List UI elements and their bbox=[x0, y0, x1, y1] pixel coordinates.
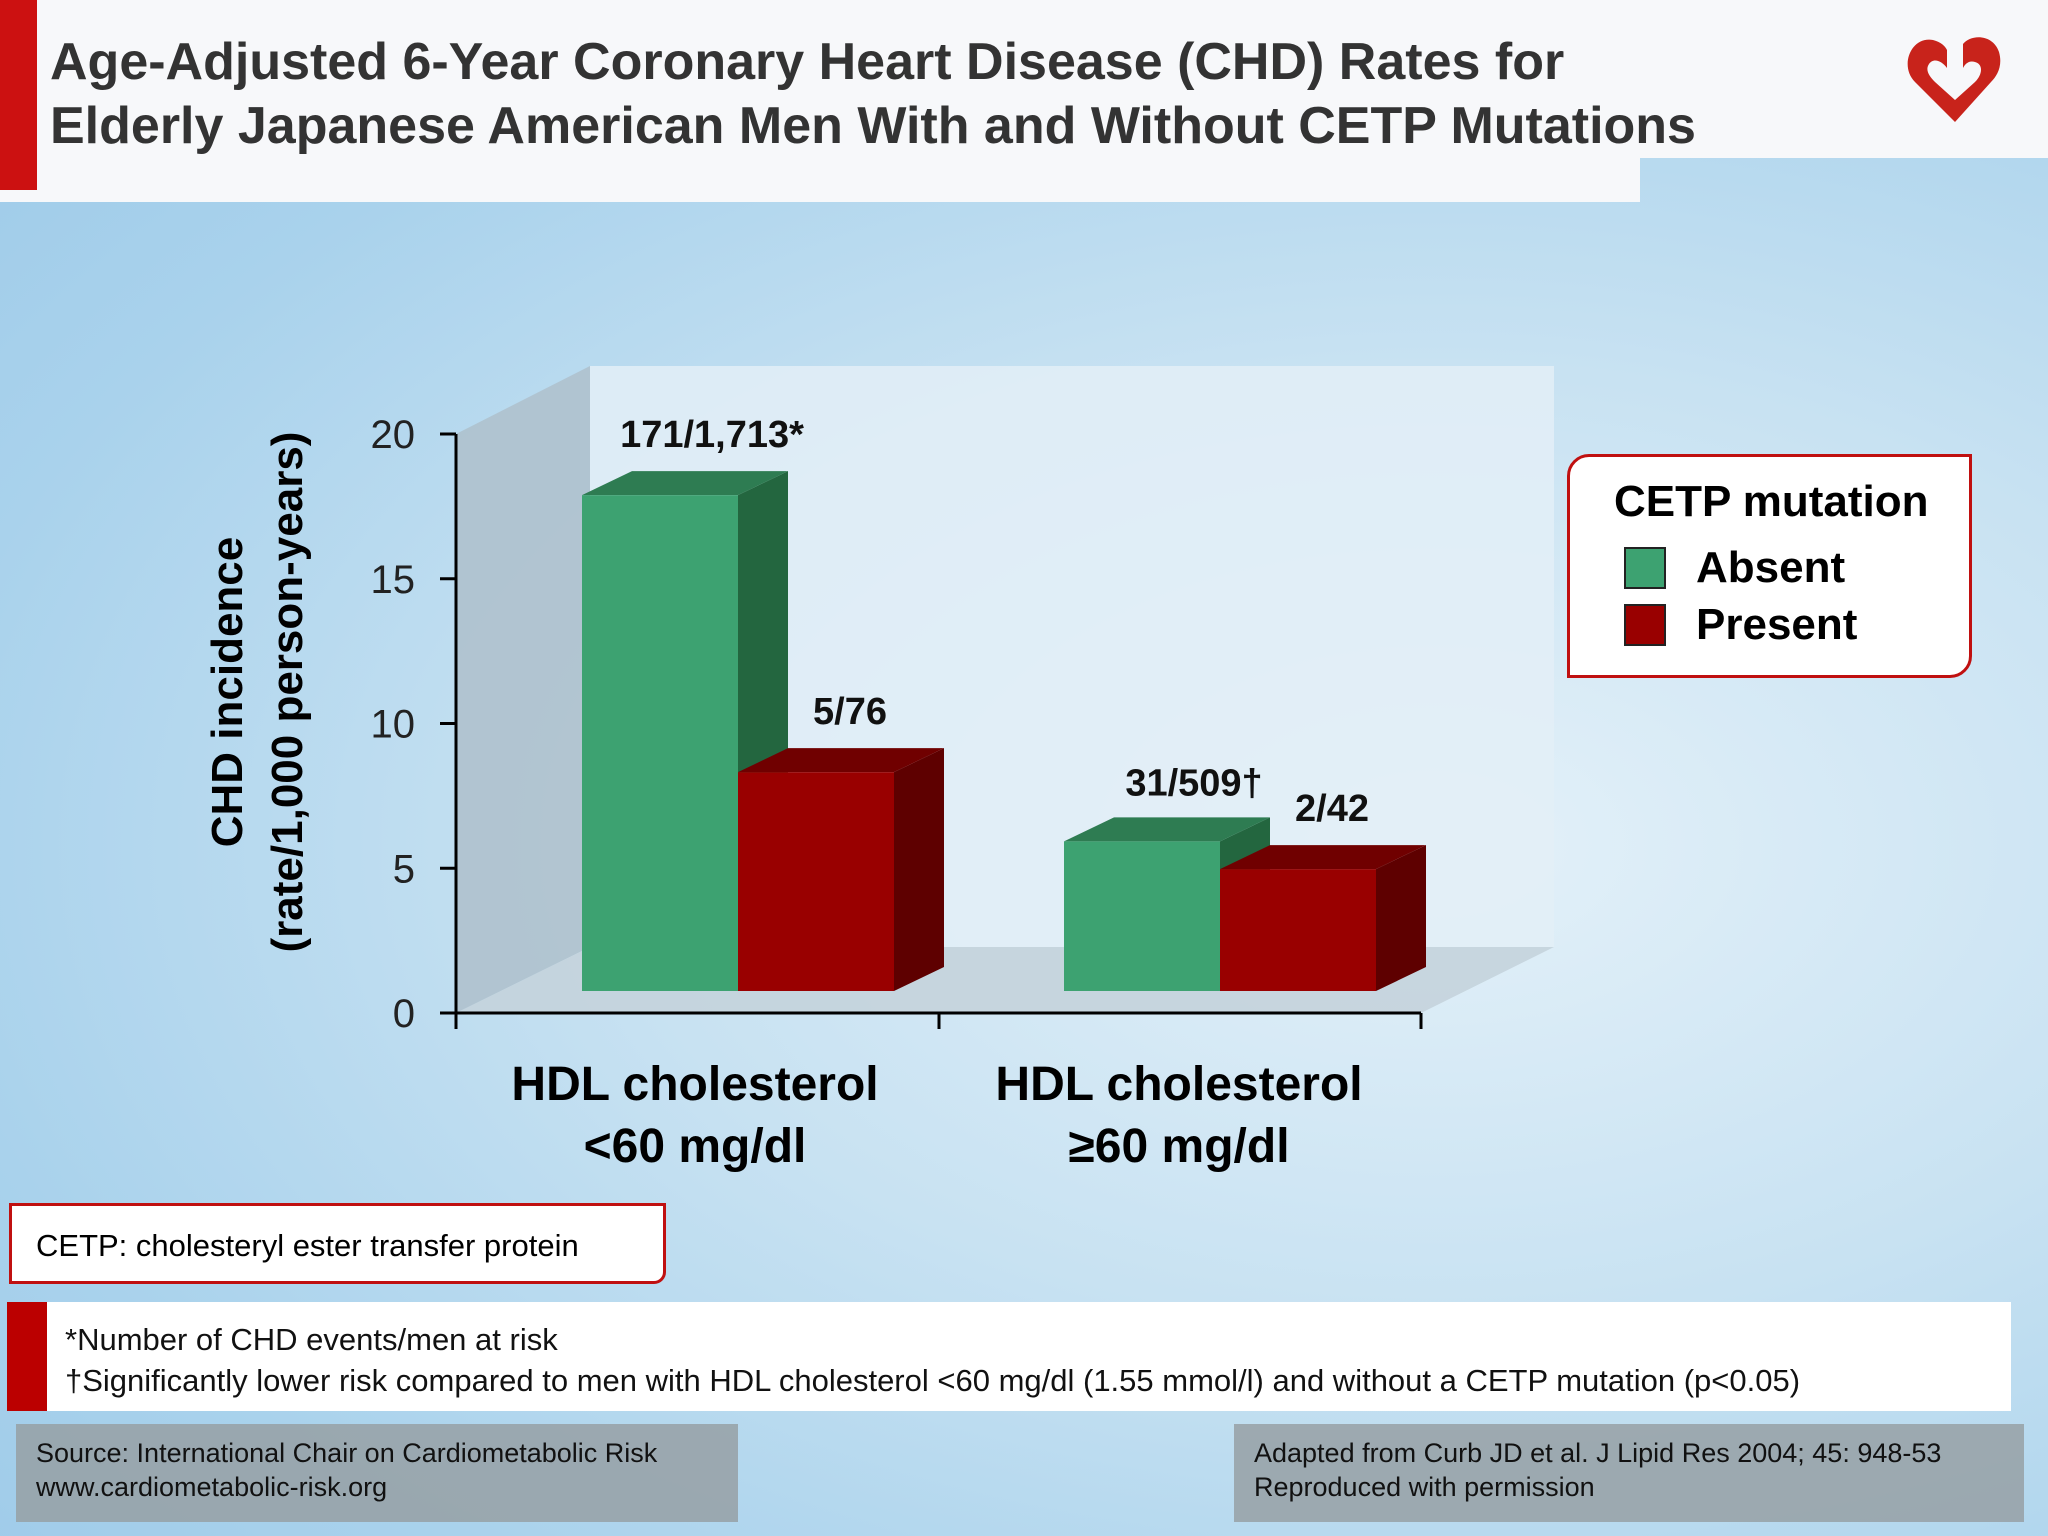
y-axis-label: CHD incidence (rate/1,000 person-years) bbox=[198, 432, 318, 953]
bar-absent bbox=[1064, 841, 1220, 991]
citation-box: Adapted from Curb JD et al. J Lipid Res … bbox=[1234, 1424, 2024, 1522]
category-line-1: HDL cholesterol bbox=[995, 1058, 1363, 1111]
slide-title: Age-Adjusted 6-Year Coronary Heart Disea… bbox=[50, 30, 1696, 158]
title-line-1: Age-Adjusted 6-Year Coronary Heart Disea… bbox=[50, 33, 1565, 91]
bar-side bbox=[1376, 845, 1426, 991]
heart-logo-icon bbox=[1907, 37, 2001, 122]
header-background-right bbox=[1600, 0, 2048, 158]
bar-top bbox=[1064, 817, 1270, 842]
bar-absent bbox=[582, 495, 738, 991]
footnotes-panel: *Number of CHD events/men at risk †Signi… bbox=[7, 1302, 2011, 1411]
footnote-1: *Number of CHD events/men at risk bbox=[65, 1322, 558, 1357]
bar-top bbox=[738, 748, 944, 773]
bar-present bbox=[738, 772, 894, 991]
citation-line-2: Reproduced with permission bbox=[1254, 1472, 1595, 1502]
y-tick-label: 15 bbox=[371, 558, 416, 602]
data-label: 31/509† bbox=[1125, 762, 1262, 804]
cetp-definition-box: CETP: cholesteryl ester transfer protein bbox=[9, 1203, 666, 1284]
y-tick-label: 5 bbox=[393, 847, 415, 891]
data-label: 171/1,713* bbox=[620, 414, 804, 456]
source-line-1: Source: International Chair on Cardiomet… bbox=[36, 1438, 658, 1468]
footnote-2: †Significantly lower risk compared to me… bbox=[65, 1363, 1801, 1398]
source-url: www.cardiometabolic-risk.org bbox=[36, 1472, 388, 1502]
category-label-hdl-low: HDL cholesterol <60 mg/dl bbox=[511, 1054, 878, 1178]
header-accent-bar bbox=[0, 0, 37, 190]
legend-swatch-present bbox=[1624, 604, 1666, 646]
category-label-hdl-high: HDL cholesterol ≥60 mg/dl bbox=[995, 1054, 1362, 1178]
legend-swatch-absent bbox=[1624, 547, 1666, 589]
title-line-2: Elderly Japanese American Men With and W… bbox=[50, 97, 1696, 155]
bar-top bbox=[582, 471, 788, 496]
y-tick-label: 20 bbox=[371, 413, 416, 457]
citation-line-1: Adapted from Curb JD et al. J Lipid Res … bbox=[1254, 1438, 1942, 1468]
category-line-1: HDL cholesterol bbox=[511, 1058, 879, 1111]
footnote-accent-bar bbox=[7, 1302, 47, 1411]
category-line-2: <60 mg/dl bbox=[583, 1120, 807, 1173]
legend-title: CETP mutation bbox=[1614, 477, 1929, 526]
source-box: Source: International Chair on Cardiomet… bbox=[16, 1424, 738, 1522]
legend-item-present: Present bbox=[1624, 600, 1857, 650]
bar-top bbox=[1220, 845, 1426, 870]
legend-label: Present bbox=[1696, 600, 1858, 649]
legend-item-absent: Absent bbox=[1624, 543, 1845, 593]
bar-side bbox=[894, 748, 944, 991]
legend: CETP mutation Absent Present bbox=[1567, 454, 1972, 678]
legend-label: Absent bbox=[1696, 543, 1846, 592]
y-axis-label-line-2: (rate/1,000 person-years) bbox=[263, 431, 312, 953]
bar-present bbox=[1220, 869, 1376, 991]
header bbox=[0, 0, 1640, 202]
side-wall bbox=[456, 366, 590, 1013]
data-label: 5/76 bbox=[813, 691, 887, 733]
data-label: 2/42 bbox=[1295, 788, 1369, 830]
y-axis-label-line-1: CHD incidence bbox=[203, 536, 252, 848]
y-tick-label: 0 bbox=[393, 992, 415, 1036]
category-line-2: ≥60 mg/dl bbox=[1068, 1120, 1290, 1173]
y-tick-label: 10 bbox=[371, 703, 416, 747]
